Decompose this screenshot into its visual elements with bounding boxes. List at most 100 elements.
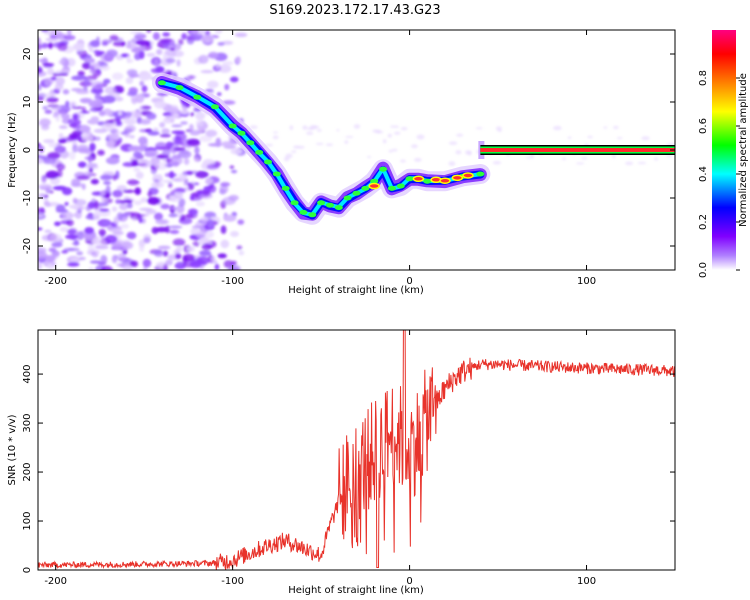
noise-blob	[152, 174, 163, 178]
noise-blob	[112, 243, 123, 250]
noise-blob	[62, 89, 70, 95]
noise-blob	[315, 142, 324, 146]
noise-blob	[117, 111, 122, 116]
noise-blob	[112, 189, 123, 198]
noise-blob	[44, 109, 53, 114]
noise-blob	[135, 171, 144, 179]
noise-blob	[128, 73, 140, 78]
noise-blob	[100, 190, 106, 196]
noise-blob	[123, 199, 133, 204]
noise-blob	[132, 217, 137, 222]
noise-blob	[230, 264, 241, 270]
top-y-axis: -20 -10 0 10 20	[22, 48, 675, 254]
noise-blob	[74, 199, 87, 206]
x-tick-label: -200	[44, 576, 67, 587]
noise-blob	[133, 151, 142, 158]
noise-blob	[188, 208, 198, 216]
noise-blob	[93, 136, 101, 141]
noise-blob	[192, 240, 200, 247]
x-tick-label: 100	[577, 576, 596, 587]
noise-blob	[82, 62, 91, 70]
noise-blob	[169, 156, 183, 166]
noise-blob	[88, 266, 94, 270]
noise-blob	[72, 144, 78, 153]
flat-line-red	[480, 148, 675, 152]
noise-blob	[129, 260, 139, 268]
noise-blob	[207, 80, 219, 89]
noise-blob	[127, 59, 134, 63]
noise-blob	[344, 140, 349, 144]
noise-blob	[46, 96, 59, 103]
noise-blob	[185, 104, 191, 108]
noise-blob	[174, 192, 184, 199]
noise-blob	[161, 128, 170, 135]
noise-blob	[140, 197, 148, 203]
noise-blob	[133, 167, 141, 173]
noise-blob	[61, 211, 74, 220]
colorbar-label: Normalized spectral amplitude	[738, 73, 749, 227]
noise-blob	[123, 264, 133, 270]
noise-blob	[71, 178, 81, 187]
noise-blob	[141, 85, 148, 93]
noise-blob	[162, 32, 171, 37]
noise-blob	[189, 130, 201, 136]
ridge-peak	[272, 171, 281, 177]
bottom-y-axis: 0 100 200 300 400	[22, 365, 675, 573]
noise-blob	[79, 97, 93, 104]
noise-blob	[84, 77, 90, 86]
noise-blob	[43, 255, 56, 262]
noise-blob	[90, 81, 105, 90]
noise-blob	[172, 238, 186, 247]
noise-blob	[115, 239, 124, 244]
noise-blob	[39, 186, 54, 191]
noise-blob	[222, 196, 236, 205]
noise-blob	[224, 83, 230, 91]
noise-blob	[180, 175, 188, 182]
noise-blob	[152, 32, 160, 41]
noise-blob	[58, 132, 64, 140]
noise-blob	[272, 135, 279, 140]
noise-blob	[234, 32, 248, 38]
noise-blob	[492, 160, 502, 165]
noise-blob	[48, 42, 53, 50]
noise-blob	[94, 93, 102, 101]
noise-blob	[97, 149, 105, 156]
ridge-peak	[352, 190, 361, 196]
noise-blob	[94, 200, 99, 210]
noise-blob	[99, 65, 111, 71]
noise-blob	[142, 258, 152, 268]
noise-blob	[216, 92, 222, 96]
noise-blob	[38, 157, 44, 165]
ridge-peak	[370, 178, 379, 184]
noise-blob	[41, 30, 49, 33]
noise-blob	[567, 136, 572, 140]
noise-blob	[475, 127, 483, 130]
noise-blob	[43, 260, 56, 268]
noise-blob	[200, 70, 214, 74]
noise-blob	[159, 38, 173, 42]
noise-blob	[89, 69, 95, 74]
noise-blob	[467, 151, 472, 156]
noise-blob	[169, 107, 179, 113]
noise-blob	[89, 65, 95, 71]
noise-blob	[63, 34, 76, 41]
noise-blob	[65, 234, 79, 240]
colorbar-tick-label: 0.8	[698, 70, 709, 86]
ridge-peak	[299, 209, 308, 215]
colorbar-gradient	[712, 30, 736, 270]
noise-blob	[196, 256, 210, 265]
colorbar-tick-label: 0.0	[698, 262, 709, 278]
ridge-peak	[175, 85, 184, 91]
noise-blob	[456, 133, 464, 137]
noise-blob	[176, 261, 183, 267]
noise-blob	[146, 52, 156, 57]
noise-blob	[202, 191, 211, 196]
noise-blob	[159, 134, 172, 138]
y-tick-label: -20	[22, 238, 33, 254]
noise-blob	[367, 155, 372, 159]
noise-blob	[140, 159, 147, 163]
flat-line	[478, 141, 675, 159]
noise-blob	[220, 182, 231, 187]
